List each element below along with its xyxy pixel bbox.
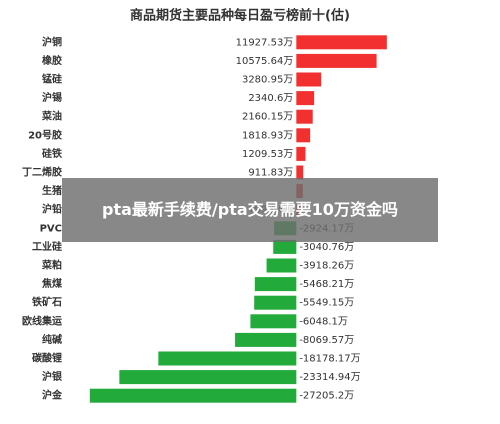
category-label: 沪铅 — [42, 203, 62, 216]
bar — [296, 35, 387, 50]
category-label: 沪银 — [42, 370, 63, 383]
bar — [296, 72, 322, 87]
bar — [158, 351, 297, 366]
bar — [254, 277, 297, 292]
bar — [296, 109, 313, 124]
value-label: -3040.76万 — [299, 242, 354, 253]
value-label: -6048.1万 — [299, 316, 348, 327]
bar — [89, 388, 297, 403]
category-label: 沪铜 — [42, 35, 62, 48]
bar — [273, 239, 297, 254]
value-label: -18178.17万 — [299, 354, 360, 365]
category-label: 丁二烯胶 — [22, 166, 62, 179]
bar — [296, 53, 377, 68]
bar — [250, 314, 297, 329]
bar — [296, 128, 311, 143]
value-label: 11927.53万 — [236, 37, 294, 48]
category-label: 沪金 — [42, 389, 63, 402]
category-label: 橡胶 — [42, 54, 62, 67]
category-label: 生猪 — [42, 184, 62, 197]
chart-title: 商品期货主要品种每日盈亏榜前十(估) — [130, 8, 350, 24]
value-label: -5468.21万 — [299, 279, 354, 290]
value-label: 1209.53万 — [242, 149, 293, 160]
value-label: 1818.93万 — [242, 130, 293, 141]
category-label: 碳酸锂 — [32, 352, 62, 365]
value-label: -5549.15万 — [299, 298, 354, 309]
category-label: 沪锡 — [42, 91, 62, 104]
value-label: 3280.95万 — [242, 75, 293, 86]
category-label: 菜粕 — [41, 259, 62, 272]
category-label: 纯碱 — [42, 333, 62, 346]
bar — [235, 332, 297, 347]
bar — [266, 258, 297, 273]
category-label: 菜油 — [41, 110, 62, 123]
bar — [254, 295, 297, 310]
value-label: 2160.15万 — [242, 112, 293, 123]
value-label: 911.83万 — [248, 168, 293, 179]
category-label: PVC — [40, 223, 62, 234]
category-label: 20号胶 — [28, 128, 62, 141]
value-label: 10575.64万 — [236, 56, 294, 67]
value-label: -3918.26万 — [299, 261, 354, 272]
bar — [296, 146, 306, 161]
category-label: 欧线集运 — [22, 314, 62, 327]
value-label: -23314.94万 — [299, 372, 360, 383]
category-label: 锰硅 — [42, 73, 62, 86]
bar — [119, 370, 297, 385]
category-label: 工业硅 — [32, 240, 62, 253]
category-label: 硅铁 — [42, 147, 62, 160]
value-label: -27205.2万 — [299, 391, 354, 402]
banner: pta最新手续费/pta交易需要10万资金吗 — [62, 178, 438, 242]
value-label: -8069.57万 — [299, 335, 354, 346]
value-label: 2340.6万 — [248, 93, 293, 104]
category-label: 铁矿石 — [32, 296, 62, 309]
bar — [296, 91, 315, 106]
category-label: 焦煤 — [41, 277, 62, 290]
bar — [296, 165, 304, 180]
